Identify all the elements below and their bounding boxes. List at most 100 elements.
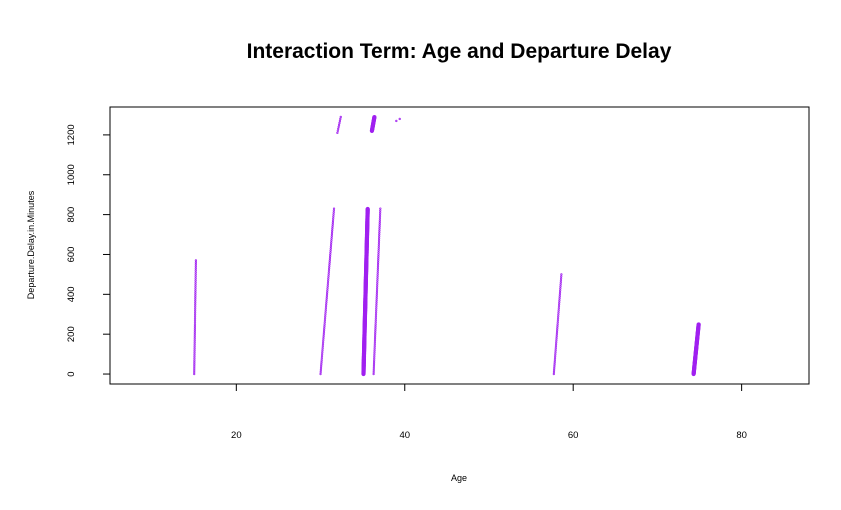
data-point xyxy=(553,362,556,366)
data-point xyxy=(376,263,380,266)
data-point xyxy=(193,331,196,334)
data-point xyxy=(372,364,376,368)
data-point xyxy=(319,372,322,376)
data-point xyxy=(193,372,196,376)
data-point xyxy=(558,301,561,304)
data-point xyxy=(338,121,341,125)
y-tick-label: 0 xyxy=(66,371,77,376)
data-point xyxy=(555,333,558,336)
data-point xyxy=(328,261,331,264)
data-point xyxy=(557,313,560,316)
data-point xyxy=(375,291,379,294)
data-point xyxy=(324,307,328,310)
data-point xyxy=(321,348,324,352)
data-point xyxy=(319,368,323,372)
data-point xyxy=(558,299,561,302)
data-point xyxy=(376,281,379,284)
data-point xyxy=(378,215,382,218)
data-point xyxy=(321,340,325,344)
data-point xyxy=(323,321,326,324)
data-point xyxy=(555,335,558,338)
data-point xyxy=(193,358,196,362)
data-point xyxy=(378,223,381,226)
data-point xyxy=(330,239,333,242)
data-point xyxy=(322,337,325,340)
data-point xyxy=(194,281,197,284)
data-point xyxy=(326,281,330,284)
data-point xyxy=(373,354,376,358)
data-point xyxy=(327,279,330,282)
data-point xyxy=(376,265,380,268)
data-point xyxy=(378,217,382,220)
data-point xyxy=(376,261,380,264)
data-point xyxy=(373,337,377,340)
data-point xyxy=(559,289,562,292)
data-point xyxy=(194,265,197,268)
y-tick-label: 200 xyxy=(66,326,77,342)
data-point xyxy=(330,237,333,240)
data-point xyxy=(328,255,332,258)
data-point xyxy=(373,335,377,338)
y-tick-label: 600 xyxy=(66,247,77,263)
data-point xyxy=(193,315,197,318)
data-point xyxy=(331,227,334,230)
data-point xyxy=(329,253,332,256)
data-point xyxy=(326,285,329,288)
data-point xyxy=(337,123,341,127)
data-point xyxy=(319,370,322,374)
data-point xyxy=(376,285,379,288)
data-point xyxy=(377,241,381,244)
data-point xyxy=(375,301,378,304)
data-point xyxy=(322,329,326,332)
data-point xyxy=(193,346,196,350)
data-point xyxy=(337,125,340,129)
data-point xyxy=(330,231,334,234)
data-point xyxy=(194,259,198,262)
data-point xyxy=(331,221,335,224)
data-point xyxy=(560,273,563,276)
data-point xyxy=(328,263,331,266)
data-point xyxy=(556,327,559,330)
data-point xyxy=(194,295,197,298)
data-point xyxy=(556,329,559,332)
data-point xyxy=(193,348,196,352)
data-point xyxy=(329,247,332,250)
data-point xyxy=(194,283,197,286)
data-point xyxy=(326,283,330,286)
data-point xyxy=(375,309,378,312)
data-point xyxy=(377,239,381,242)
data-point xyxy=(193,342,196,346)
data-point xyxy=(375,295,378,298)
data-point xyxy=(365,206,370,212)
data-point xyxy=(325,303,328,306)
y-tick-label: 1000 xyxy=(66,164,77,185)
data-point xyxy=(378,229,381,232)
data-point xyxy=(193,370,196,374)
data-point xyxy=(325,299,328,302)
data-point xyxy=(379,209,382,212)
data-point xyxy=(194,301,197,304)
data-point xyxy=(374,313,378,316)
data-point xyxy=(324,305,328,308)
data-point xyxy=(559,287,562,290)
data-point xyxy=(194,279,197,282)
data-point xyxy=(325,293,329,296)
data-point xyxy=(375,297,378,300)
data-point xyxy=(339,117,342,121)
data-point xyxy=(372,360,376,364)
data-point xyxy=(332,215,335,218)
data-point xyxy=(559,285,562,288)
data-point xyxy=(330,233,334,236)
data-point xyxy=(193,364,196,368)
data-point xyxy=(379,211,382,214)
data-point xyxy=(320,356,323,360)
x-tick-label: 60 xyxy=(568,430,579,441)
data-point xyxy=(554,342,558,346)
data-point xyxy=(558,293,562,296)
data-point xyxy=(556,319,560,322)
data-point xyxy=(553,360,556,364)
data-point xyxy=(194,261,198,264)
data-point xyxy=(373,358,376,362)
data-point xyxy=(329,245,333,248)
data-point xyxy=(377,253,380,256)
